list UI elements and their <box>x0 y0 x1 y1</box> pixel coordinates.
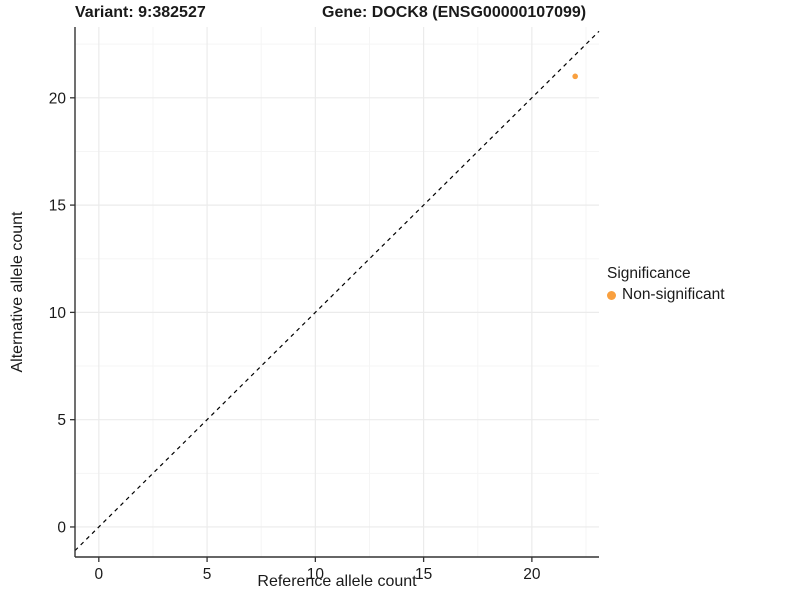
gene-title: Gene: DOCK8 (ENSG00000107099) <box>322 4 587 21</box>
y-axis-title: Alternative allele count <box>9 211 26 373</box>
y-tick-label: 10 <box>49 305 67 322</box>
legend-entry-label: Non-significant <box>622 286 725 303</box>
x-tick-label: 20 <box>523 566 541 583</box>
y-tick-label: 0 <box>57 519 66 536</box>
x-tick-label: 0 <box>95 566 104 583</box>
legend-entry: Non-significant <box>607 286 725 304</box>
x-tick-label: 15 <box>415 566 432 583</box>
legend: Significance Non-significant <box>607 265 725 304</box>
x-tick-label: 5 <box>203 566 212 583</box>
x-tick-label: 10 <box>307 566 325 583</box>
y-tick-label: 20 <box>49 90 67 107</box>
legend-point-icon <box>607 290 616 300</box>
legend-title: Significance <box>607 265 691 282</box>
identity-dashed-line <box>74 30 600 551</box>
x-axis-title: Reference allele count <box>257 573 417 590</box>
y-tick-label: 15 <box>49 198 66 215</box>
data-point <box>572 73 578 80</box>
variant-title: Variant: 9:382527 <box>75 4 206 21</box>
y-tick-label: 5 <box>57 412 66 429</box>
